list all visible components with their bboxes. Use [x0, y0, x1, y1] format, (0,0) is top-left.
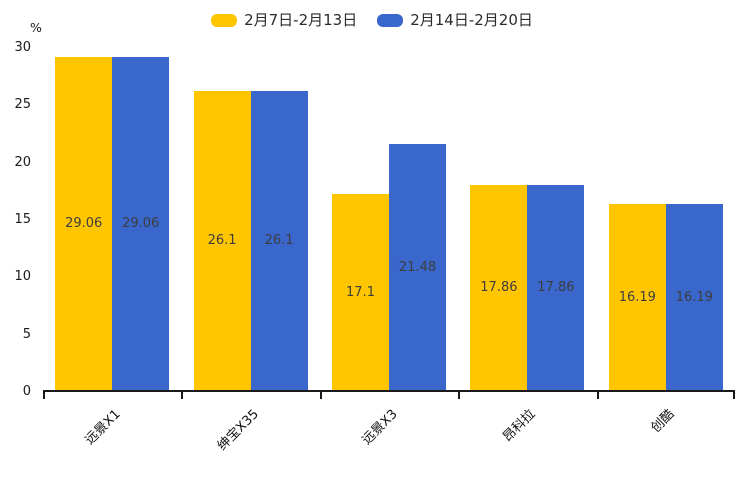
y-axis-tick-label: 10 — [14, 269, 31, 285]
bar: 29.06 — [112, 57, 170, 390]
bar: 26.1 — [250, 91, 308, 390]
bar-value-label: 16.19 — [618, 289, 656, 305]
bar-value-label: 17.86 — [537, 280, 575, 295]
bar-value-label: 16.19 — [675, 289, 713, 305]
x-axis-tick-mark — [319, 392, 322, 399]
bar: 17.1 — [332, 194, 389, 390]
bar-value-label: 21.48 — [398, 259, 437, 275]
plot-area: 29.06 29.06 26.1 26.1 17.1 21.48 17.86 17.86 16.… — [43, 48, 735, 399]
y-axis-tick-label: 15 — [14, 212, 31, 227]
bar-value-label: 26.1 — [264, 233, 294, 248]
legend: 2月7日-2月13日 2月14日-2月20日 — [0, 8, 744, 32]
y-axis-tick-label: 30 — [14, 40, 31, 55]
y-axis-tick-label: 5 — [22, 326, 31, 342]
x-axis-category-label: 远景X1 — [82, 406, 124, 448]
y-axis-tick-label: 0 — [22, 384, 31, 399]
bar: 26.1 — [193, 91, 251, 390]
bar-value-label: 29.06 — [65, 216, 103, 231]
bar-value-label: 26.1 — [207, 233, 237, 248]
bar: 16.19 — [608, 204, 666, 390]
bar-value-label: 29.06 — [122, 216, 160, 231]
bar: 16.19 — [665, 204, 723, 390]
legend-label: 2月14日-2月20日 — [410, 10, 533, 29]
x-axis-tick-mark — [43, 392, 45, 399]
x-axis-labels: 远景X1 绅宝X35 远景X3 昂科拉 创酷 — [43, 394, 735, 494]
legend-item[interactable]: 2月14日-2月20日 — [377, 10, 533, 29]
y-axis: 0 5 10 15 20 25 30 — [0, 40, 36, 399]
x-axis-tick-mark — [181, 392, 184, 399]
y-axis-tick-label: 25 — [14, 97, 31, 113]
y-axis-unit-label: % — [30, 20, 42, 35]
x-axis-tick-mark — [596, 392, 599, 399]
x-axis-category-label: 创酷 — [648, 406, 678, 436]
bar: 29.06 — [55, 57, 113, 390]
legend-item[interactable]: 2月7日-2月13日 — [211, 10, 358, 29]
x-axis-tick-mark — [458, 392, 461, 399]
y-axis-tick-label: 20 — [14, 154, 31, 170]
bar: 21.48 — [389, 144, 446, 390]
legend-swatch-icon — [377, 13, 404, 27]
x-axis-category-label: 绅宝X35 — [215, 406, 263, 454]
bar-value-label: 17.1 — [346, 284, 375, 300]
x-axis-tick-mark — [733, 392, 735, 399]
legend-swatch-icon — [211, 13, 238, 27]
bar-value-label: 17.86 — [480, 280, 518, 295]
legend-label: 2月7日-2月13日 — [244, 10, 358, 29]
x-axis-category-label: 远景X3 — [359, 406, 401, 448]
x-axis-category-label: 昂科拉 — [500, 406, 539, 446]
bar: 17.86 — [527, 185, 585, 390]
bar: 17.86 — [470, 185, 528, 390]
